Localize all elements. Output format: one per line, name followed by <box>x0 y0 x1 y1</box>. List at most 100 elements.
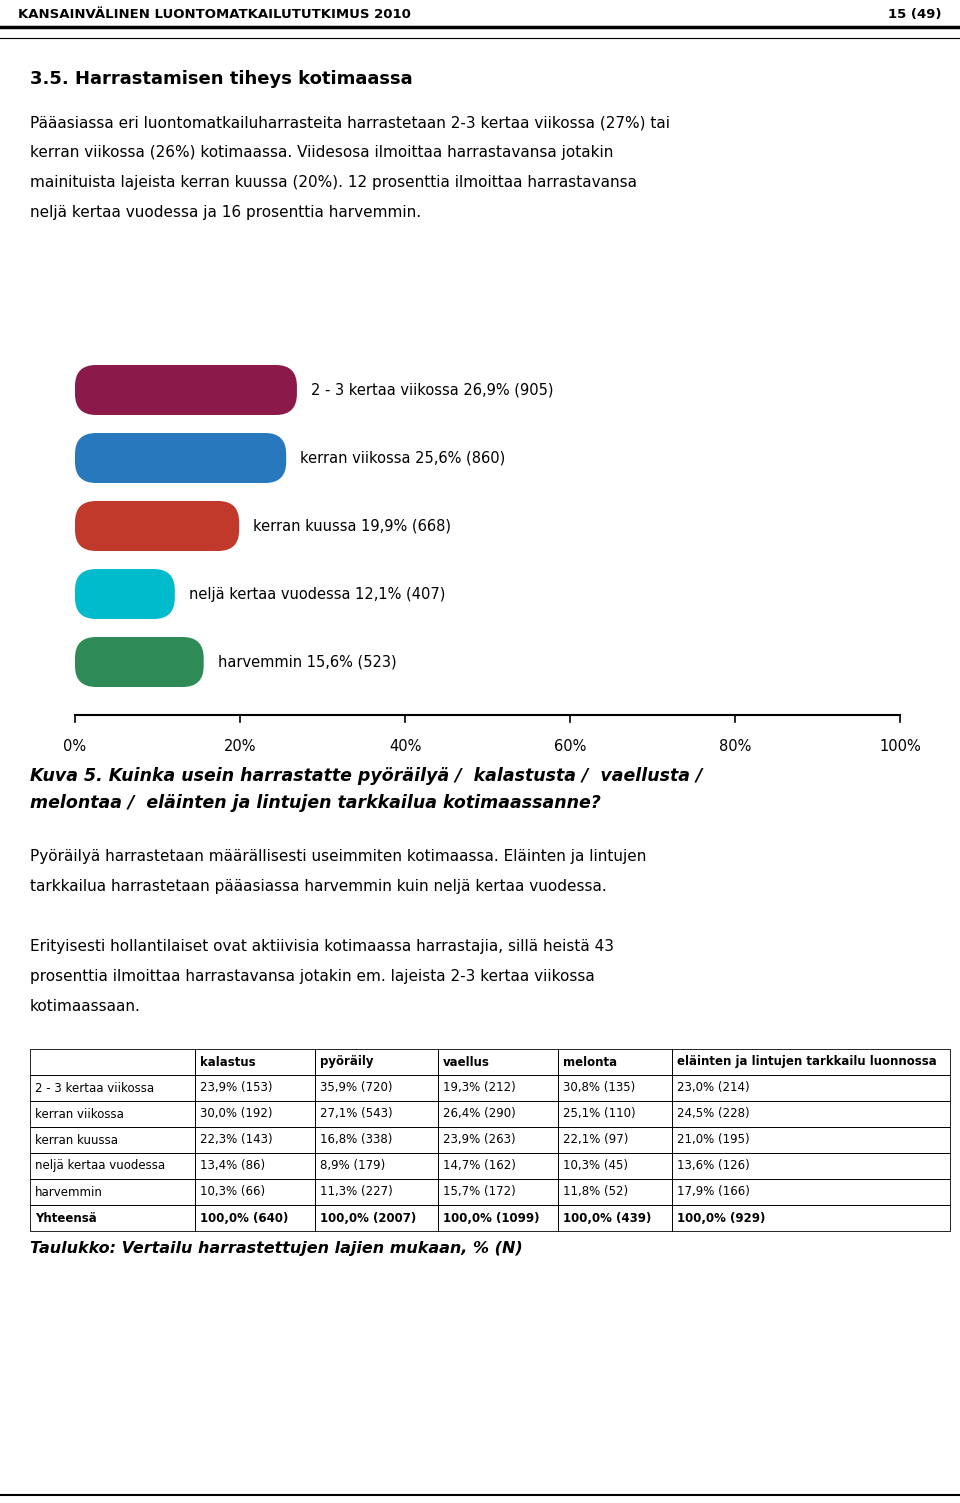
Bar <box>438 1153 558 1178</box>
Bar <box>315 1075 438 1102</box>
Text: 15 (49): 15 (49) <box>889 8 942 21</box>
FancyBboxPatch shape <box>75 500 239 552</box>
Bar <box>438 1102 558 1127</box>
Text: 16,8% (338): 16,8% (338) <box>320 1133 393 1147</box>
Bar <box>438 1075 558 1102</box>
Text: 0%: 0% <box>63 739 86 755</box>
Text: mainituista lajeista kerran kuussa (20%). 12 prosenttia ilmoittaa harrastavansa: mainituista lajeista kerran kuussa (20%)… <box>30 174 637 189</box>
Text: 80%: 80% <box>719 739 751 755</box>
Text: Erityisesti hollantilaiset ovat aktiivisia kotimaassa harrastajia, sillä heistä : Erityisesti hollantilaiset ovat aktiivis… <box>30 939 614 954</box>
Bar <box>438 1205 558 1231</box>
Bar <box>195 1102 315 1127</box>
Text: 35,9% (720): 35,9% (720) <box>320 1082 393 1094</box>
Text: 2 - 3 kertaa viikossa: 2 - 3 kertaa viikossa <box>35 1082 155 1094</box>
Text: kerran viikossa (26%) kotimaassa. Viidesosa ilmoittaa harrastavansa jotakin: kerran viikossa (26%) kotimaassa. Viides… <box>30 144 613 159</box>
Text: 11,8% (52): 11,8% (52) <box>563 1186 628 1198</box>
Text: 20%: 20% <box>224 739 256 755</box>
Text: 17,9% (166): 17,9% (166) <box>677 1186 750 1198</box>
Text: 60%: 60% <box>554 739 587 755</box>
Bar <box>195 1153 315 1178</box>
Bar <box>30 1178 195 1205</box>
Text: 100,0% (640): 100,0% (640) <box>200 1211 288 1225</box>
Bar <box>195 1049 315 1075</box>
Bar <box>672 1205 950 1231</box>
Text: harvemmin: harvemmin <box>35 1186 103 1198</box>
Text: melonta: melonta <box>563 1055 617 1069</box>
Text: 40%: 40% <box>389 739 421 755</box>
Bar <box>672 1153 950 1178</box>
Bar <box>438 1049 558 1075</box>
Bar <box>195 1075 315 1102</box>
Bar <box>195 1205 315 1231</box>
Text: 13,4% (86): 13,4% (86) <box>200 1159 265 1172</box>
Bar <box>30 1075 195 1102</box>
Bar <box>315 1102 438 1127</box>
Text: neljä kertaa vuodessa ja 16 prosenttia harvemmin.: neljä kertaa vuodessa ja 16 prosenttia h… <box>30 204 421 219</box>
Bar <box>672 1127 950 1153</box>
Text: prosenttia ilmoittaa harrastavansa jotakin em. lajeista 2-3 kertaa viikossa: prosenttia ilmoittaa harrastavansa jotak… <box>30 969 595 984</box>
Bar <box>315 1049 438 1075</box>
Text: 23,0% (214): 23,0% (214) <box>677 1082 750 1094</box>
Bar <box>558 1205 672 1231</box>
Text: pyöräily: pyöräily <box>320 1055 373 1069</box>
Text: Taulukko: Vertailu harrastettujen lajien mukaan, % (N): Taulukko: Vertailu harrastettujen lajien… <box>30 1241 523 1257</box>
Bar <box>315 1178 438 1205</box>
Text: 23,9% (263): 23,9% (263) <box>443 1133 516 1147</box>
Text: 30,0% (192): 30,0% (192) <box>200 1108 273 1121</box>
Bar <box>30 1102 195 1127</box>
Text: Kuva 5. Kuinka usein harrastatte pyöräilyä /  kalastusta /  vaellusta /: Kuva 5. Kuinka usein harrastatte pyöräil… <box>30 767 703 785</box>
Text: kerran kuussa 19,9% (668): kerran kuussa 19,9% (668) <box>253 519 451 534</box>
Text: 27,1% (543): 27,1% (543) <box>320 1108 393 1121</box>
Bar <box>672 1178 950 1205</box>
Bar <box>315 1153 438 1178</box>
Text: eläinten ja lintujen tarkkailu luonnossa: eläinten ja lintujen tarkkailu luonnossa <box>677 1055 937 1069</box>
Text: 8,9% (179): 8,9% (179) <box>320 1159 385 1172</box>
Bar <box>558 1178 672 1205</box>
FancyBboxPatch shape <box>75 433 286 482</box>
Text: kalastus: kalastus <box>200 1055 255 1069</box>
Bar <box>438 1127 558 1153</box>
Bar <box>672 1102 950 1127</box>
Text: 11,3% (227): 11,3% (227) <box>320 1186 393 1198</box>
FancyBboxPatch shape <box>75 637 204 687</box>
Text: 100,0% (439): 100,0% (439) <box>563 1211 652 1225</box>
Text: harvemmin 15,6% (523): harvemmin 15,6% (523) <box>218 654 396 669</box>
Bar <box>30 1153 195 1178</box>
Text: Pääasiassa eri luontomatkailuharrasteita harrastetaan 2-3 kertaa viikossa (27%) : Pääasiassa eri luontomatkailuharrasteita… <box>30 116 670 129</box>
Bar <box>30 1049 195 1075</box>
Text: 23,9% (153): 23,9% (153) <box>200 1082 273 1094</box>
Text: 22,1% (97): 22,1% (97) <box>563 1133 629 1147</box>
Bar <box>30 1127 195 1153</box>
Text: melontaa /  eläinten ja lintujen tarkkailua kotimaassanne?: melontaa / eläinten ja lintujen tarkkail… <box>30 794 601 812</box>
Text: kerran viikossa: kerran viikossa <box>35 1108 124 1121</box>
Text: 22,3% (143): 22,3% (143) <box>200 1133 273 1147</box>
Text: 3.5. Harrastamisen tiheys kotimaassa: 3.5. Harrastamisen tiheys kotimaassa <box>30 71 413 89</box>
FancyBboxPatch shape <box>75 570 175 619</box>
Bar <box>558 1102 672 1127</box>
Bar <box>438 1178 558 1205</box>
Bar <box>315 1127 438 1153</box>
Bar <box>558 1075 672 1102</box>
Text: 2 - 3 kertaa viikossa 26,9% (905): 2 - 3 kertaa viikossa 26,9% (905) <box>311 382 553 397</box>
Text: 100,0% (2007): 100,0% (2007) <box>320 1211 417 1225</box>
Text: neljä kertaa vuodessa: neljä kertaa vuodessa <box>35 1159 165 1172</box>
Bar <box>672 1049 950 1075</box>
Text: 26,4% (290): 26,4% (290) <box>443 1108 516 1121</box>
Text: 100%: 100% <box>879 739 921 755</box>
Text: 10,3% (45): 10,3% (45) <box>563 1159 628 1172</box>
Text: 100,0% (929): 100,0% (929) <box>677 1211 765 1225</box>
Text: 24,5% (228): 24,5% (228) <box>677 1108 750 1121</box>
Text: 14,7% (162): 14,7% (162) <box>443 1159 516 1172</box>
Text: kotimaassaan.: kotimaassaan. <box>30 999 141 1015</box>
Bar <box>558 1127 672 1153</box>
Text: 15,7% (172): 15,7% (172) <box>443 1186 516 1198</box>
Bar <box>558 1049 672 1075</box>
FancyBboxPatch shape <box>75 365 297 415</box>
Text: 10,3% (66): 10,3% (66) <box>200 1186 265 1198</box>
Bar <box>315 1205 438 1231</box>
Text: kerran viikossa 25,6% (860): kerran viikossa 25,6% (860) <box>300 451 506 466</box>
Text: 19,3% (212): 19,3% (212) <box>443 1082 516 1094</box>
Text: 100,0% (1099): 100,0% (1099) <box>443 1211 540 1225</box>
Text: 30,8% (135): 30,8% (135) <box>563 1082 636 1094</box>
Bar <box>558 1153 672 1178</box>
